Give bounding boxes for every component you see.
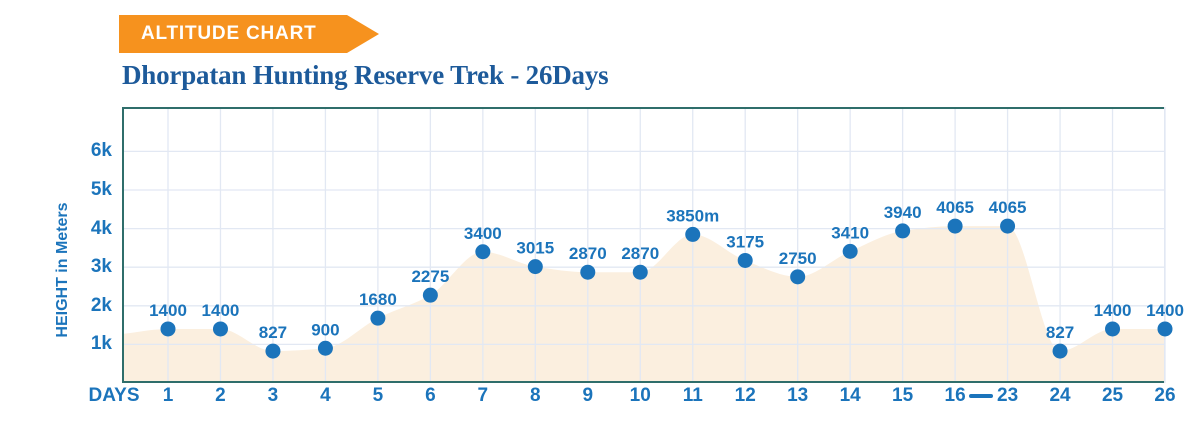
altitude-chart-plot: 1400 1400 827 900 1680 2275 3400 3015 2870 2870 38… (122, 107, 1184, 383)
x-tick-label: 11 (682, 385, 703, 406)
data-point (212, 321, 228, 337)
banner-label: ALTITUDE CHART (141, 23, 317, 44)
x-tick-label: 6 (425, 385, 436, 406)
data-point (685, 226, 701, 242)
data-point (475, 244, 491, 260)
value-label: 900 (311, 320, 339, 339)
x-tick-label: 3 (267, 385, 279, 406)
data-point (422, 287, 438, 303)
data-point (1000, 218, 1016, 234)
x-tick-label: 23 (997, 385, 1019, 406)
page-title: Dhorpatan Hunting Reserve Trek - 26Days (122, 60, 609, 90)
value-label: 4065 (936, 198, 974, 217)
data-point (947, 218, 963, 234)
data-point (265, 343, 281, 359)
altitude-chart-banner: ALTITUDE CHART (119, 15, 379, 53)
y-tick-label: 3k (90, 256, 112, 278)
x-tick-label: 26 (1154, 385, 1176, 406)
value-label: 3940 (884, 203, 922, 222)
x-axis-title: DAYS (88, 385, 140, 406)
value-label: 827 (259, 323, 287, 342)
value-label: 1400 (1094, 301, 1132, 320)
data-point (317, 340, 333, 356)
y-tick-label: 2k (90, 294, 112, 316)
y-tick-label: 5k (90, 178, 112, 200)
x-tick-label: 1 (162, 385, 174, 406)
data-point (1157, 321, 1173, 337)
data-point (1052, 343, 1068, 359)
value-label: 3400 (464, 224, 502, 243)
data-point (160, 321, 176, 337)
data-point (527, 259, 543, 275)
x-tick-label: 8 (530, 385, 541, 406)
data-point (1105, 321, 1121, 337)
x-tick-label: 13 (787, 385, 809, 406)
value-label: 1400 (149, 301, 187, 320)
value-label: 2870 (621, 244, 659, 263)
data-point (737, 252, 753, 268)
x-tick-label: 14 (839, 385, 861, 406)
x-tick-label: 15 (892, 385, 914, 406)
value-label: 2870 (569, 244, 607, 263)
value-label: 1400 (1146, 301, 1184, 320)
altitude-area-chart: 1400 1400 827 900 1680 2275 3400 3015 2870 2870 38… (122, 107, 1184, 383)
data-point (895, 223, 911, 239)
data-point (842, 243, 858, 259)
x-tick-label: 7 (477, 385, 489, 406)
value-label: 4065 (989, 198, 1027, 217)
x-tick-label: 12 (734, 385, 756, 406)
value-label: 2275 (411, 267, 449, 286)
x-tick-label: 2 (215, 385, 226, 406)
y-tick-label: 1k (90, 333, 112, 355)
value-label: 3175 (726, 232, 764, 251)
x-tick-label: 16 (944, 385, 966, 406)
x-tick-label: 24 (1049, 385, 1071, 406)
data-point (370, 310, 386, 326)
value-label: 1400 (202, 301, 240, 320)
x-tick-label: 10 (629, 385, 651, 406)
value-label: 1680 (359, 290, 397, 309)
x-tick-label: 4 (320, 385, 331, 406)
value-label: 2750 (779, 249, 817, 268)
data-point (632, 264, 648, 280)
value-label: 3850m (666, 206, 719, 225)
value-label: 3015 (516, 239, 554, 258)
y-tick-label: 6k (90, 140, 112, 162)
y-tick-label: 4k (90, 217, 112, 239)
value-label: 3410 (831, 223, 869, 242)
day-range-dash (969, 394, 994, 398)
x-tick-label: 5 (372, 385, 384, 406)
x-tick-label: 9 (582, 385, 594, 406)
data-point (790, 269, 806, 285)
data-point (580, 264, 596, 280)
x-tick-label: 25 (1101, 385, 1124, 406)
value-label: 827 (1046, 323, 1074, 342)
